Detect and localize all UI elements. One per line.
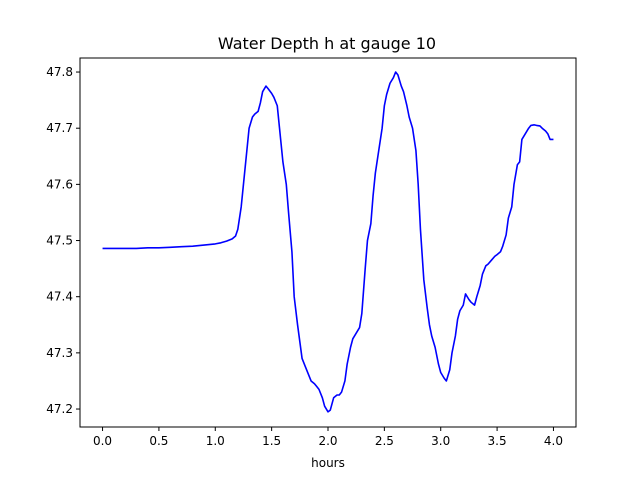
x-tick-label: 1.0 [206,434,225,448]
y-tick-label: 47.6 [46,177,73,191]
x-tick-label: 2.0 [318,434,337,448]
x-tick-label: 0.5 [149,434,168,448]
y-tick-label: 47.5 [46,234,73,248]
x-tick-label: 1.5 [262,434,281,448]
y-tick-label: 47.8 [46,65,73,79]
y-tick-label: 47.3 [46,346,73,360]
y-axis: 47.2 47.3 47.4 47.5 47.6 47.7 47.8 [46,65,80,416]
x-tick-label: 3.0 [431,434,450,448]
x-tick-label: 3.5 [488,434,507,448]
plot-area [102,71,554,413]
y-tick-label: 47.4 [46,290,73,304]
y-tick-label: 47.2 [46,402,73,416]
x-tick-label: 2.5 [375,434,394,448]
series-line-0 [102,71,554,413]
x-tick-label: 0.0 [93,434,112,448]
y-tick-label: 47.7 [46,121,73,135]
x-tick-label: 4.0 [544,434,563,448]
chart-title: Water Depth h at gauge 10 [218,34,436,53]
x-axis: 0.0 0.5 1.0 1.5 2.0 2.5 3.0 3.5 4.0 [93,427,563,448]
x-axis-label: hours [311,456,345,470]
axes-frame [79,57,577,428]
